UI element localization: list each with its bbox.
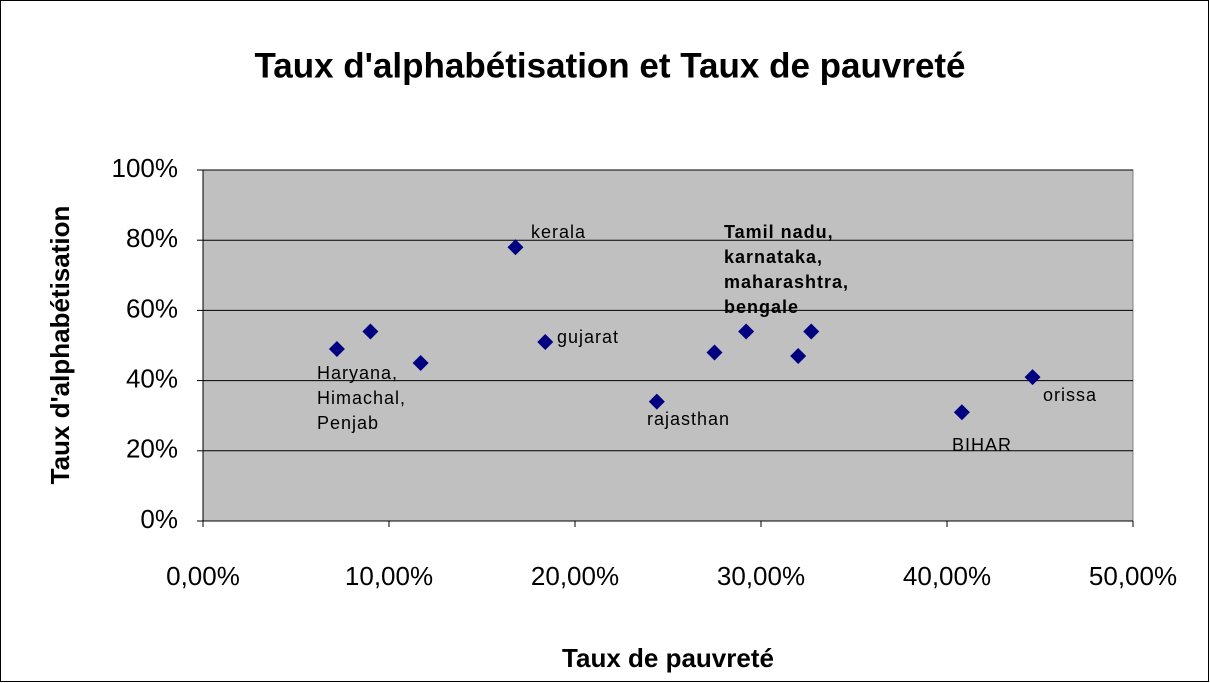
annotation: karnataka, bbox=[724, 247, 823, 267]
x-tick-label: 40,00% bbox=[903, 561, 991, 591]
point bbox=[738, 323, 755, 340]
point bbox=[803, 323, 820, 340]
point bbox=[328, 341, 345, 358]
x-tick-label: 30,00% bbox=[717, 561, 805, 591]
point bbox=[537, 333, 554, 350]
y-tick-label: 20% bbox=[126, 434, 178, 464]
x-axis-title: Taux de pauvreté bbox=[562, 643, 774, 673]
point bbox=[953, 404, 970, 421]
y-axis-title: Taux d'alphabétisation bbox=[45, 206, 75, 485]
y-tick-label: 100% bbox=[112, 153, 179, 183]
annotation: Haryana, bbox=[317, 363, 398, 383]
point bbox=[706, 344, 723, 361]
y-tick-label: 0% bbox=[140, 504, 178, 534]
y-tick-label: 60% bbox=[126, 293, 178, 323]
annotation: Himachal, bbox=[317, 388, 406, 408]
chart-title: Taux d'alphabétisation et Taux de pauvre… bbox=[254, 46, 965, 85]
y-tick-label: 40% bbox=[126, 363, 178, 393]
point bbox=[1024, 369, 1041, 386]
annotation: orissa bbox=[1043, 385, 1097, 405]
x-tick-label: 0,00% bbox=[166, 561, 240, 591]
point bbox=[412, 355, 429, 372]
annotation: bengale bbox=[724, 297, 799, 317]
annotation: BIHAR bbox=[952, 435, 1012, 455]
annotation: rajasthan bbox=[647, 409, 730, 429]
y-tick-label: 80% bbox=[126, 223, 178, 253]
plot-area bbox=[202, 169, 1134, 522]
x-tick-label: 20,00% bbox=[531, 561, 619, 591]
annotation: Penjab bbox=[317, 413, 379, 433]
x-tick-label: 50,00% bbox=[1089, 561, 1177, 591]
annotation: gujarat bbox=[557, 327, 619, 347]
x-tick-label: 10,00% bbox=[345, 561, 433, 591]
point bbox=[648, 393, 665, 410]
annotation: maharashtra, bbox=[724, 272, 849, 292]
point bbox=[507, 239, 524, 256]
annotation: Tamil nadu, bbox=[724, 222, 834, 242]
annotation: kerala bbox=[531, 222, 586, 242]
point bbox=[362, 323, 379, 340]
point bbox=[790, 348, 807, 365]
